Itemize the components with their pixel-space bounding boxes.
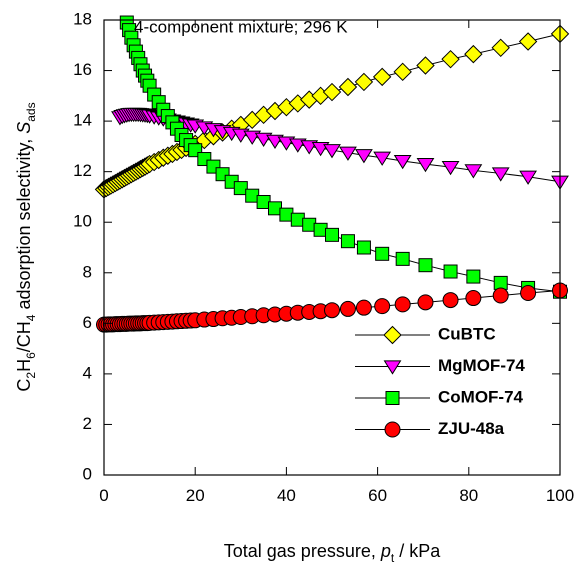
legend-marker-comof-74 xyxy=(385,391,400,405)
data-point-zju-48a xyxy=(465,290,482,307)
y-tick-label: 4 xyxy=(83,363,92,382)
data-point-cubtc xyxy=(416,56,435,75)
data-point-cubtc xyxy=(393,62,412,82)
data-point-mgmof-74 xyxy=(355,149,373,164)
data-point-cubtc xyxy=(491,38,510,58)
y-tick-label: 12 xyxy=(73,161,92,180)
y-axis-title-p1: C xyxy=(14,379,34,392)
legend-marker-zju-48a xyxy=(384,421,401,438)
legend-label: CoMOF-74 xyxy=(438,387,524,406)
data-point-comof-74 xyxy=(340,234,355,249)
data-point-cubtc xyxy=(518,32,538,51)
data-point-mgmof-74 xyxy=(339,146,357,161)
legend-marker-cubtc xyxy=(383,325,402,345)
data-point-zju-48a xyxy=(324,302,340,319)
data-point-comof-74 xyxy=(493,275,508,290)
data-point-zju-48a xyxy=(394,296,411,313)
legend-item-mgmof-74: MgMOF-74 xyxy=(355,356,525,375)
x-axis-title-sub: t xyxy=(391,551,395,565)
data-point-zju-48a xyxy=(374,298,391,315)
data-point-zju-48a xyxy=(442,292,459,309)
data-point-mgmof-74 xyxy=(464,164,483,179)
legend-label: ZJU-48a xyxy=(438,419,505,438)
y-axis-title-var: S xyxy=(14,122,34,134)
data-point-mgmof-74 xyxy=(393,154,412,170)
y-axis-title-p4: adsorption selectivity, xyxy=(14,134,34,315)
x-tick-label: 0 xyxy=(99,486,108,505)
data-point-comof-74 xyxy=(233,181,248,196)
legend-item-comof-74: CoMOF-74 xyxy=(355,387,524,406)
data-point-zju-48a xyxy=(355,299,372,316)
data-point-cubtc xyxy=(464,44,483,64)
y-tick-label: 14 xyxy=(73,111,92,130)
x-tick-label: 100 xyxy=(546,486,574,505)
series-comof-74 xyxy=(119,15,567,299)
y-axis-title-s3: 4 xyxy=(24,314,38,321)
data-point-zju-48a xyxy=(520,285,537,301)
y-tick-label: 6 xyxy=(83,313,92,332)
data-point-comof-74 xyxy=(395,251,410,266)
y-axis-title-p2: H xyxy=(14,359,34,372)
y-tick-label: 2 xyxy=(83,414,92,433)
x-tick-label: 20 xyxy=(186,486,205,505)
data-point-mgmof-74 xyxy=(519,170,537,185)
x-axis-title-main: Total gas pressure, xyxy=(224,541,381,561)
legend-item-zju-48a: ZJU-48a xyxy=(355,419,505,438)
data-point-zju-48a xyxy=(339,300,356,317)
chart-annotation: 4-component mixture; 296 K xyxy=(134,17,348,36)
data-point-comof-74 xyxy=(356,240,371,255)
x-tick-label: 60 xyxy=(368,486,387,505)
data-point-comof-74 xyxy=(443,264,458,279)
y-tick-label: 16 xyxy=(73,60,92,79)
legend-marker-mgmof-74 xyxy=(383,360,402,375)
data-point-cubtc xyxy=(354,72,374,92)
plot-frame xyxy=(103,19,561,476)
data-point-cubtc xyxy=(322,82,342,102)
x-axis-title-unit: / kPa xyxy=(394,541,441,561)
axis-ticks: 0 20 40 60 80 100 0 2 4 6 8 10 12 14 16 18 xyxy=(73,9,574,505)
data-point-cubtc xyxy=(338,77,358,97)
y-axis-title: C2H6/CH4 adsorption selectivity, Sads xyxy=(14,102,38,391)
data-point-mgmof-74 xyxy=(373,151,392,166)
data-point-mgmof-74 xyxy=(491,167,510,182)
data-point-cubtc xyxy=(441,49,460,69)
series-zju-48a xyxy=(96,282,568,333)
data-point-mgmof-74 xyxy=(323,144,341,159)
legend: CuBTC MgMOF-74 CoMOF-74 ZJU-48a xyxy=(355,324,525,438)
y-tick-label: 10 xyxy=(73,212,92,231)
x-axis-title: Total gas pressure, pt / kPa xyxy=(224,541,441,565)
data-point-comof-74 xyxy=(418,258,433,273)
y-axis-title-s2: 6 xyxy=(24,352,38,359)
data-point-comof-74 xyxy=(466,269,481,284)
data-point-zju-48a xyxy=(492,287,509,304)
data-point-mgmof-74 xyxy=(416,157,435,173)
y-tick-label: 18 xyxy=(73,9,92,28)
legend-label: MgMOF-74 xyxy=(438,356,525,375)
y-tick-label: 8 xyxy=(83,262,92,281)
plot-area xyxy=(94,15,570,333)
legend-label: CuBTC xyxy=(438,324,496,343)
x-tick-label: 40 xyxy=(277,486,296,505)
data-point-zju-48a xyxy=(417,294,434,311)
data-point-comof-74 xyxy=(325,227,339,242)
data-point-mgmof-74 xyxy=(441,161,460,176)
y-axis-title-p3: /CH xyxy=(14,321,34,352)
data-point-cubtc xyxy=(372,67,392,87)
legend-item-cubtc: CuBTC xyxy=(355,324,496,345)
x-tick-label: 80 xyxy=(459,486,478,505)
data-point-comof-74 xyxy=(375,246,390,261)
y-axis-title-sub: ads xyxy=(24,102,38,121)
y-tick-label: 0 xyxy=(83,464,92,483)
y-axis-title-s1: 2 xyxy=(24,372,38,379)
x-axis-title-var: p xyxy=(380,541,391,561)
